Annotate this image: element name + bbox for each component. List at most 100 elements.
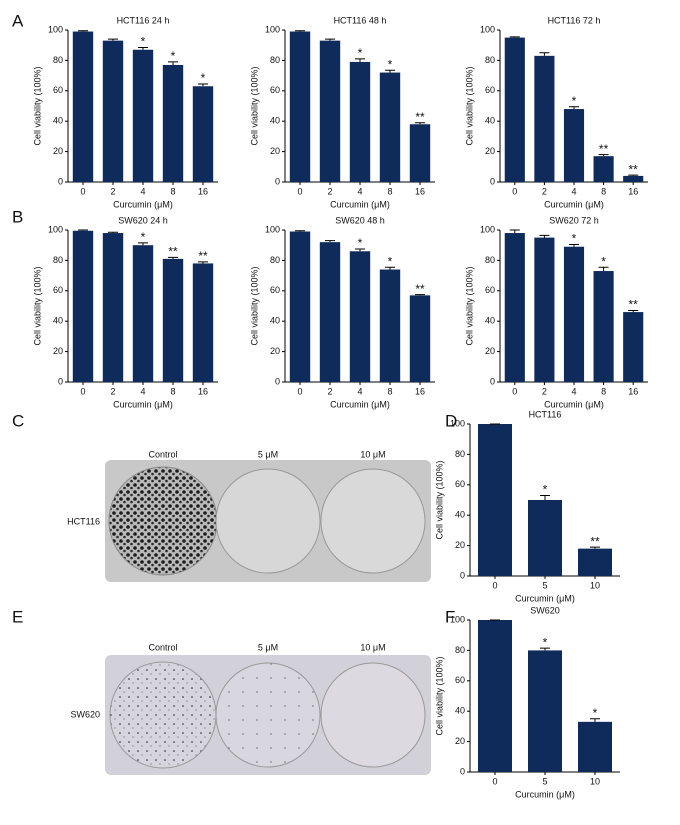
y-tick-label: 0 <box>275 376 280 386</box>
significance-label: * <box>572 94 577 108</box>
x-tick-label: 4 <box>571 186 576 196</box>
bar <box>72 230 94 382</box>
error-bar <box>539 52 550 56</box>
error-bar <box>325 38 335 41</box>
bar <box>528 500 562 576</box>
y-tick-label: 100 <box>480 224 495 234</box>
column-label: Control <box>148 449 177 459</box>
x-tick-label: 4 <box>357 186 362 196</box>
bar <box>563 246 585 382</box>
panel-letter: F <box>445 607 455 626</box>
column-label: 5 μM <box>258 642 278 652</box>
bar <box>563 109 585 182</box>
x-tick-label: 10 <box>590 776 600 786</box>
significance-label: ** <box>629 162 639 176</box>
x-axis-label: Curcumin (μM) <box>330 199 390 209</box>
y-tick-label: 100 <box>450 614 465 624</box>
bar <box>534 237 555 382</box>
chart-title: HCT116 48 h <box>334 15 387 25</box>
x-tick-label: 5 <box>542 776 547 786</box>
significance-label: * <box>388 57 393 71</box>
y-tick-label: 100 <box>450 418 465 428</box>
bar <box>132 49 154 183</box>
y-tick-label: 60 <box>270 85 280 95</box>
bar <box>534 55 555 183</box>
chart-title: SW620 24 h <box>118 215 168 225</box>
x-axis-label: Curcumin (μM) <box>113 199 173 209</box>
y-tick-label: 80 <box>270 255 280 265</box>
x-axis-label: Curcumin (μM) <box>515 789 575 799</box>
panel-letter: E <box>12 607 23 626</box>
x-tick-label: 16 <box>415 186 425 196</box>
bar <box>593 156 614 182</box>
x-tick-label: 4 <box>571 386 576 396</box>
significance-label: ** <box>590 534 600 548</box>
bar <box>319 40 341 182</box>
y-axis-label: Cell viability (100%) <box>464 66 474 145</box>
significance-label: * <box>358 236 363 250</box>
y-tick-label: 40 <box>270 116 280 126</box>
y-tick-label: 20 <box>270 346 280 356</box>
error-bar <box>385 69 395 73</box>
x-tick-label: 2 <box>327 386 332 396</box>
y-tick-label: 60 <box>53 85 63 95</box>
chart-title: HCT116 72 h <box>548 15 601 25</box>
x-tick-label: 0 <box>512 386 517 396</box>
error-bar <box>355 248 365 252</box>
y-axis-label: Cell viability (100%) <box>32 266 42 345</box>
panel-letter: A <box>12 11 24 30</box>
x-tick-label: 8 <box>387 386 392 396</box>
error-bar <box>598 266 609 272</box>
x-tick-label: 2 <box>542 386 547 396</box>
y-axis-label: Cell viability (100%) <box>249 266 259 345</box>
y-tick-label: 0 <box>460 570 465 580</box>
column-label: 5 μM <box>258 449 278 459</box>
x-tick-label: 8 <box>170 386 175 396</box>
x-tick-label: 0 <box>492 776 497 786</box>
significance-label: * <box>141 230 146 244</box>
y-tick-label: 80 <box>485 55 495 65</box>
x-tick-label: 0 <box>492 580 497 590</box>
bar <box>623 312 644 382</box>
error-bar <box>590 546 600 549</box>
error-bar <box>198 83 208 87</box>
y-tick-label: 40 <box>485 316 495 326</box>
bar <box>289 31 311 182</box>
y-tick-label: 80 <box>270 55 280 65</box>
error-bar <box>295 230 305 232</box>
chart-title: SW620 <box>530 605 560 615</box>
significance-label: * <box>572 232 577 246</box>
significance-label: * <box>388 254 393 268</box>
error-bar <box>628 174 639 176</box>
error-bar <box>168 256 178 259</box>
error-bar <box>590 718 600 722</box>
x-axis-label: Curcumin (μM) <box>330 399 390 409</box>
x-tick-label: 10 <box>590 580 600 590</box>
bar <box>379 269 401 382</box>
significance-label: * <box>201 71 206 85</box>
x-axis-label: Curcumin (μM) <box>515 593 575 603</box>
y-tick-label: 60 <box>455 479 465 489</box>
bar <box>102 233 124 382</box>
error-bar <box>415 294 425 296</box>
bar <box>528 650 562 772</box>
y-tick-label: 0 <box>460 766 465 776</box>
x-tick-label: 16 <box>628 386 638 396</box>
error-bar <box>78 30 88 32</box>
column-label: 10 μM <box>360 642 385 652</box>
x-tick-label: 2 <box>327 186 332 196</box>
x-tick-label: 8 <box>387 186 392 196</box>
significance-label: * <box>601 254 606 268</box>
significance-label: * <box>593 706 598 720</box>
bar <box>409 124 431 182</box>
panel-letter: C <box>12 411 24 430</box>
significance-label: ** <box>599 142 609 156</box>
x-tick-label: 16 <box>198 186 208 196</box>
significance-label: * <box>171 49 176 63</box>
y-tick-label: 0 <box>275 176 280 186</box>
y-tick-label: 100 <box>265 224 280 234</box>
x-tick-label: 4 <box>140 386 145 396</box>
y-tick-label: 40 <box>455 510 465 520</box>
significance-label: * <box>141 35 146 49</box>
